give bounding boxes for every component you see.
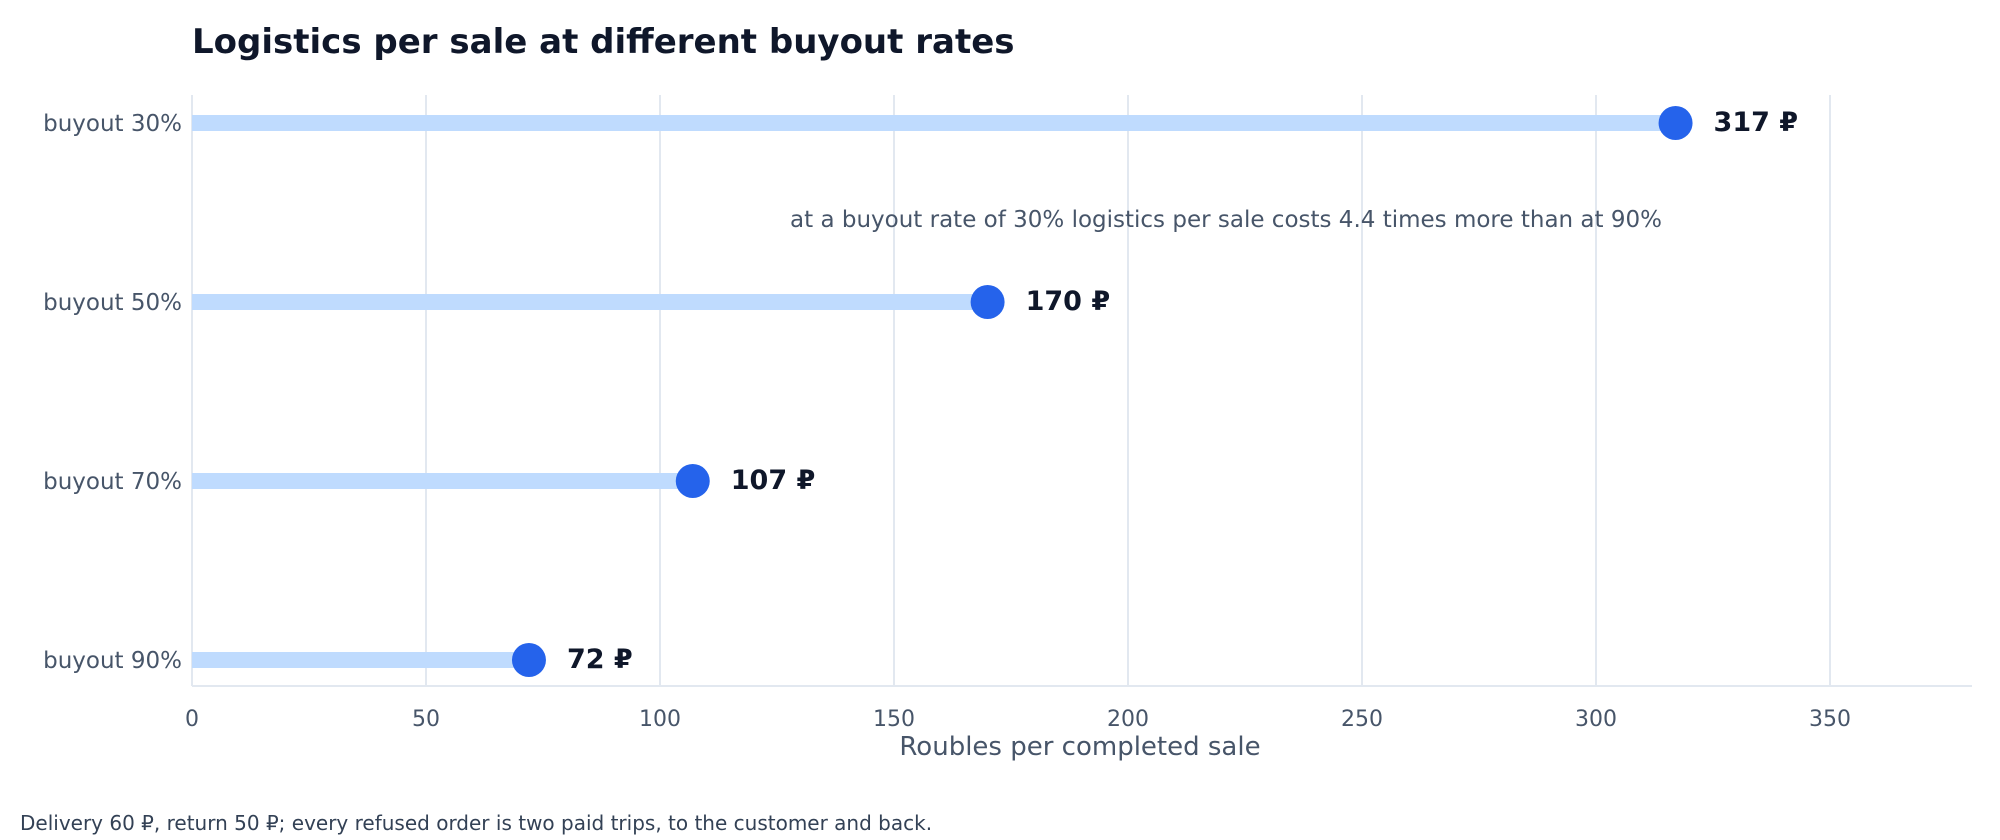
x-tick-label: 350 <box>1809 707 1851 732</box>
x-tick-label: 50 <box>412 707 440 732</box>
gridlines <box>425 95 1831 686</box>
x-tick-label: 200 <box>1107 707 1149 732</box>
lollipop-dot <box>511 643 546 677</box>
x-axis-ticks: 0 50 100 150 200 250 300 350 <box>185 707 1851 732</box>
category-label: buyout 50% <box>43 290 182 316</box>
value-label: 72 ₽ <box>567 644 633 675</box>
footnote: Delivery 60 ₽, return 50 ₽; every refuse… <box>20 811 933 835</box>
value-label: 107 ₽ <box>731 465 816 496</box>
value-label: 170 ₽ <box>1026 286 1111 317</box>
category-label: buyout 70% <box>43 469 182 495</box>
x-tick-label: 300 <box>1575 707 1617 732</box>
x-axis-title: Roubles per completed sale <box>899 732 1260 762</box>
lollipop-dot <box>1658 106 1693 140</box>
value-label: 317 ₽ <box>1714 107 1799 138</box>
category-label: buyout 90% <box>43 648 182 674</box>
data-marks: buyout 30% 317 ₽ buyout 50% 170 ₽ buyout 70%… <box>43 106 1798 677</box>
category-label: buyout 30% <box>43 111 182 137</box>
x-tick-label: 100 <box>639 707 681 732</box>
lollipop-dot <box>675 464 710 498</box>
chart-annotation: at a buyout rate of 30% logistics per sa… <box>790 207 1662 233</box>
x-tick-label: 150 <box>873 707 915 732</box>
x-tick-label: 250 <box>1341 707 1383 732</box>
lollipop-dot <box>970 285 1005 319</box>
x-tick-label: 0 <box>185 707 199 732</box>
lollipop-chart: 0 50 100 150 200 250 300 350 buyout 30% 317 ₽buy… <box>43 95 1972 762</box>
chart-title: Logistics per sale at different buyout r… <box>192 22 1015 62</box>
